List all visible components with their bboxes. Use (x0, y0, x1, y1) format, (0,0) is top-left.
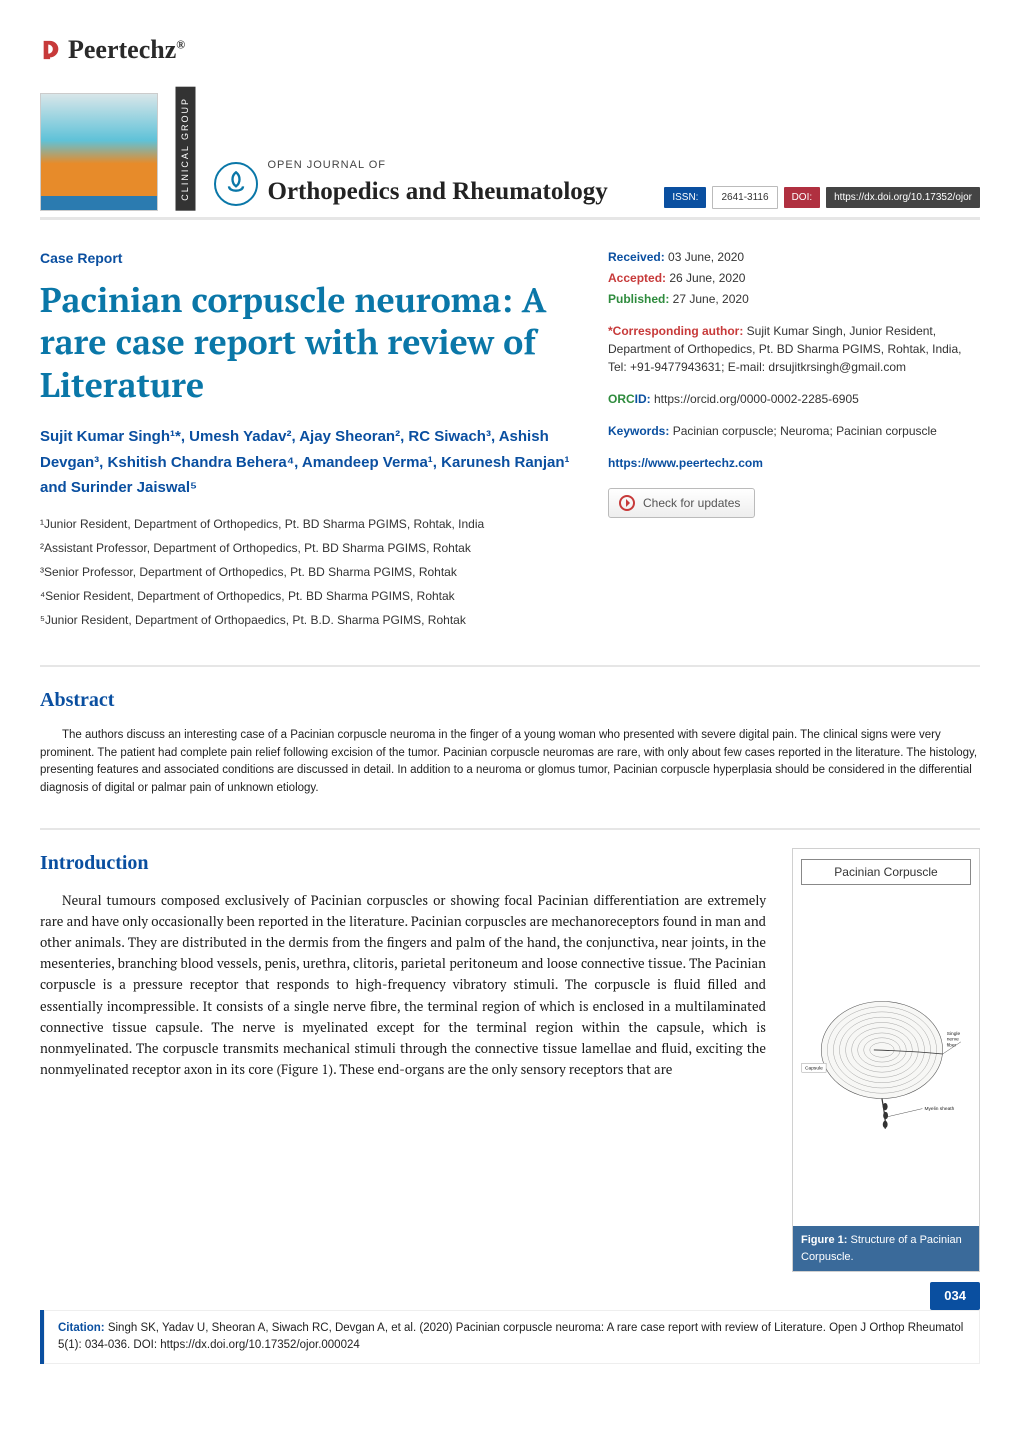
published-label: Published: (608, 292, 669, 306)
issn-value: 2641-3116 (712, 186, 777, 209)
page-number: 034 (930, 1282, 980, 1310)
abstract-section: Abstract The authors discuss an interest… (40, 685, 980, 798)
journal-header: CLINICAL GROUP OPEN JOURNAL OF Orthopedi… (40, 87, 980, 220)
figure-1: Pacinian Corpuscle (792, 848, 980, 1273)
svg-text:nerve: nerve (947, 1037, 959, 1043)
article-metadata: Received: 03 June, 2020 Accepted: 26 Jun… (608, 248, 980, 518)
introduction-body: Neural tumours composed exclusively of P… (40, 890, 766, 1080)
affiliation: ³Senior Professor, Department of Orthope… (40, 563, 580, 581)
author-list: Sujit Kumar Singh¹*, Umesh Yadav², Ajay … (40, 424, 580, 501)
label-single-nerve: Single (947, 1031, 961, 1037)
journal-icon (214, 162, 258, 206)
crossmark-icon (619, 495, 635, 511)
doi-value[interactable]: https://dx.doi.org/10.17352/ojor (826, 187, 980, 208)
affiliation: ⁵Junior Resident, Department of Orthopae… (40, 611, 580, 629)
introduction-heading: Introduction (40, 848, 766, 878)
logo-mark-icon (40, 39, 62, 61)
label-myelin: Myelin sheath (924, 1106, 954, 1112)
orcid-value[interactable]: https://orcid.org/0000-0002-2285-6905 (651, 392, 859, 406)
published-date: 27 June, 2020 (669, 292, 748, 306)
pacinian-corpuscle-diagram: Capsule Single nerve fiber Myelin sheath (801, 891, 971, 1221)
accepted-date: 26 June, 2020 (666, 271, 745, 285)
issn-doi-badges: ISSN: 2641-3116 DOI: https://dx.doi.org/… (664, 186, 980, 209)
corresponding-label: *Corresponding author: (608, 324, 743, 338)
figure-caption-label: Figure 1: (801, 1234, 847, 1246)
received-label: Received: (608, 250, 665, 264)
citation-label: Citation: (58, 1322, 105, 1334)
citation-text: Singh SK, Yadav U, Sheoran A, Siwach RC,… (58, 1322, 963, 1351)
accepted-label: Accepted: (608, 271, 666, 285)
affiliation: ¹Junior Resident, Department of Orthoped… (40, 515, 580, 533)
section-divider (40, 828, 980, 830)
abstract-body: The authors discuss an interesting case … (40, 727, 980, 798)
citation-box: Citation: Singh SK, Yadav U, Sheoran A, … (40, 1310, 980, 1365)
affiliation: ²Assistant Professor, Department of Orth… (40, 539, 580, 557)
clinical-group-strip: CLINICAL GROUP (176, 87, 196, 211)
figure-title: Pacinian Corpuscle (801, 859, 971, 885)
brand-logo: Peertechz® (40, 30, 980, 69)
check-updates-button[interactable]: Check for updates (608, 488, 755, 518)
svg-text:fiber: fiber (947, 1042, 957, 1048)
keywords: Pacinian corpuscle; Neuroma; Pacinian co… (669, 424, 936, 438)
affiliations: ¹Junior Resident, Department of Orthoped… (40, 515, 580, 629)
journal-title: Orthopedics and Rheumatology (268, 173, 608, 211)
received-date: 03 June, 2020 (665, 250, 744, 264)
issn-label: ISSN: (664, 187, 706, 208)
check-updates-label: Check for updates (643, 494, 740, 512)
publisher-link[interactable]: https://www.peertechz.com (608, 454, 980, 472)
journal-overline: OPEN JOURNAL OF (268, 157, 608, 174)
article-title: Pacinian corpuscle neuroma: A rare case … (40, 279, 580, 407)
brand-name: Peertechz® (68, 30, 185, 69)
orcid-id: ID: (635, 392, 651, 406)
doi-label: DOI: (784, 187, 821, 208)
orcid-o: ORC (608, 392, 635, 406)
article-type: Case Report (40, 248, 580, 269)
journal-cover-thumb (40, 93, 158, 211)
label-capsule: Capsule (805, 1065, 823, 1071)
keywords-label: Keywords: (608, 424, 669, 438)
affiliation: ⁴Senior Resident, Department of Orthoped… (40, 587, 580, 605)
abstract-heading: Abstract (40, 685, 980, 715)
section-divider (40, 665, 980, 667)
figure-caption: Figure 1: Structure of a Pacinian Corpus… (793, 1226, 979, 1271)
